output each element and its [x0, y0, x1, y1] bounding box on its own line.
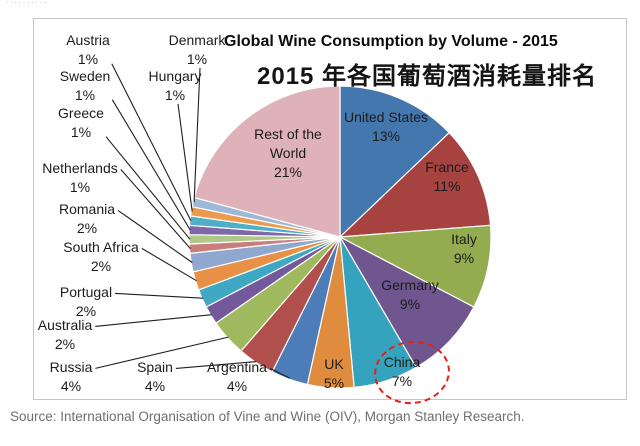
pie-slice-rest-of-the-world[interactable] — [193, 85, 341, 238]
callout-label-south-africa: South Africa 2% — [63, 239, 139, 274]
callout-label-australia: Australia 2% — [37, 317, 93, 352]
callout-label-hungary: Hungary 1% — [148, 68, 202, 103]
callout-label-russia: Russia 4% — [49, 359, 93, 394]
callout-label-spain: Spain 4% — [137, 359, 173, 394]
pie-slice-france[interactable] — [338, 131, 492, 238]
slice-label-rest-of-world: Rest of the World 21% — [254, 126, 322, 180]
callout-label-denmark: Denmark 1% — [168, 32, 226, 67]
callout-label-sweden: Sweden 1% — [59, 68, 111, 103]
clipped-watermark-text: .......... — [6, 0, 49, 5]
source-attribution: Source: International Organisation of Vi… — [10, 409, 525, 424]
chart-title: Global Wine Consumption by Volume - 2015 — [224, 33, 558, 50]
slice-label-uk: UK 5% — [323, 356, 345, 391]
slice-label-china: China 7% — [383, 354, 421, 389]
slice-label-germany: Germany 9% — [381, 277, 439, 312]
pie-slice-germany[interactable] — [338, 235, 475, 369]
chart-subtitle-chinese: 2015 年各国葡萄酒消耗量排名 — [257, 63, 598, 90]
callout-label-romania: Romania 2% — [58, 201, 116, 236]
callout-label-netherlands: Netherlands 1% — [42, 160, 118, 195]
callout-label-argentina: Argentina 4% — [207, 359, 267, 394]
callout-label-greece: Greece 1% — [58, 105, 104, 140]
pie-slice-united-states[interactable] — [339, 85, 451, 239]
slice-label-italy: Italy 9% — [451, 231, 477, 266]
slice-label-france: France 11% — [425, 159, 469, 194]
callout-label-portugal: Portugal 2% — [59, 284, 113, 319]
slice-label-united-states: United States 13% — [343, 109, 429, 144]
callout-label-austria: Austria 1% — [66, 32, 110, 67]
pie-slice-italy[interactable] — [337, 224, 492, 308]
